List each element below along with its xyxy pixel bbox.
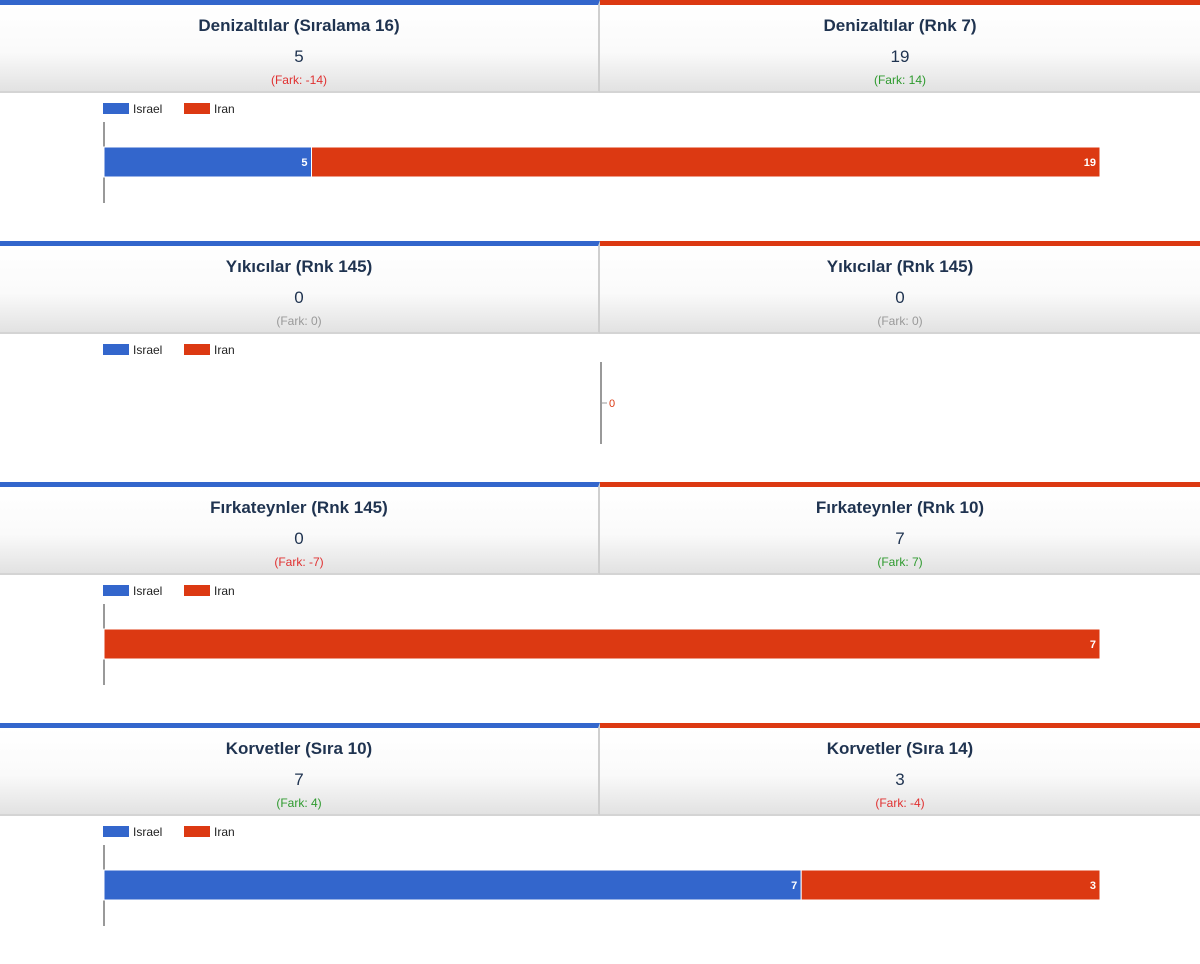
bar-iran (311, 146, 1101, 178)
legend-swatch-iran (184, 103, 210, 114)
legend-label-israel: Israel (133, 825, 162, 839)
stat-difference: (Fark: -4) (875, 796, 925, 810)
iran-stat-card: Yıkıcılar (Rnk 145) 0 (Fark: 0) (600, 241, 1200, 334)
bar-value-label-israel: 5 (301, 157, 307, 169)
israel-stat-card: Denizaltılar (Sıralama 16) 5 (Fark: -14) (0, 0, 600, 93)
stat-title: Denizaltılar (Rnk 7) (823, 16, 977, 35)
legend-swatch-israel (103, 103, 129, 114)
submarines-section: Denizaltılar (Sıralama 16) 5 (Fark: -14)… (0, 0, 1200, 241)
legend-swatch-israel (103, 344, 129, 355)
stat-value: 7 (895, 529, 905, 548)
bar-israel (103, 869, 802, 901)
legend-swatch-israel (103, 585, 129, 596)
stat-value: 5 (294, 47, 304, 66)
stat-value: 7 (294, 770, 304, 789)
submarines-bar-chart: Israel Iran 5 19 (103, 102, 1101, 203)
chart-legend: Israel Iran (103, 584, 235, 598)
stat-title: Fırkateynler (Rnk 145) (210, 498, 388, 517)
bar-iran (800, 869, 1101, 901)
israel-stat-card: Yıkıcılar (Rnk 145) 0 (Fark: 0) (0, 241, 600, 334)
legend-label-iran: Iran (214, 102, 235, 116)
stat-title: Yıkıcılar (Rnk 145) (225, 257, 373, 276)
stat-value: 0 (294, 288, 304, 307)
chart-legend: Israel Iran (103, 343, 235, 357)
stat-difference: (Fark: -14) (270, 73, 327, 87)
legend-label-iran: Iran (214, 343, 235, 357)
stat-title: Korvetler (Sıra 14) (826, 739, 974, 758)
legend-label-israel: Israel (133, 584, 162, 598)
chart-legend: Israel Iran (103, 825, 235, 839)
legend-label-israel: Israel (133, 343, 162, 357)
bar-value-label-iran: 3 (1090, 880, 1096, 892)
iran-stat-card: Korvetler (Sıra 14) 3 (Fark: -4) (600, 723, 1200, 816)
corvettes-bar-chart: Israel Iran 7 3 (103, 825, 1101, 926)
corvettes-section: Korvetler (Sıra 10) 7 (Fark: 4) Korvetle… (0, 723, 1200, 964)
israel-stat-card: Fırkateynler (Rnk 145) 0 (Fark: -7) (0, 482, 600, 575)
bar-value-label-israel: 7 (791, 880, 797, 892)
stat-value: 19 (890, 47, 910, 66)
frigates-section: Fırkateynler (Rnk 145) 0 (Fark: -7) Fırk… (0, 482, 1200, 723)
stat-title: Yıkıcılar (Rnk 145) (826, 257, 974, 276)
stat-difference: (Fark: 14) (873, 73, 926, 87)
legend-swatch-iran (184, 826, 210, 837)
legend-swatch-israel (103, 826, 129, 837)
frigates-bar-chart: IsraelIran07 (103, 584, 1101, 685)
bar-value-label: 0 (609, 398, 615, 410)
bar-value-label-iran: 19 (1084, 157, 1096, 169)
stat-value: 3 (895, 770, 905, 789)
legend-label-iran: Iran (214, 584, 235, 598)
destroyers-section: Yıkıcılar (Rnk 145) 0 (Fark: 0) Yıkıcıla… (0, 241, 1200, 482)
stat-value: 0 (895, 288, 905, 307)
legend-label-iran: Iran (214, 825, 235, 839)
iran-stat-card: Fırkateynler (Rnk 10) 7 (Fark: 7) (600, 482, 1200, 575)
stat-title: Fırkateynler (Rnk 10) (815, 498, 985, 517)
destroyers-bar-chart: Israel Iran 0 (103, 343, 615, 444)
stat-difference: (Fark: -7) (274, 555, 324, 569)
israel-stat-card: Korvetler (Sıra 10) 7 (Fark: 4) (0, 723, 600, 816)
stat-difference: (Fark: 0) (877, 314, 923, 328)
iran-stat-card: Denizaltılar (Rnk 7) 19 (Fark: 14) (600, 0, 1200, 93)
stat-difference: (Fark: 4) (276, 796, 322, 810)
stat-difference: (Fark: 7) (877, 555, 923, 569)
stat-value: 0 (294, 529, 304, 548)
stat-title: Denizaltılar (Sıralama 16) (198, 16, 400, 35)
bar-value-label-iran: 7 (1090, 639, 1096, 651)
stat-difference: (Fark: 0) (276, 314, 322, 328)
bar-iran (103, 628, 1101, 660)
legend-swatch-iran (184, 585, 210, 596)
chart-legend: Israel Iran (103, 102, 235, 116)
bar-israel (103, 146, 312, 178)
stat-title: Korvetler (Sıra 10) (225, 739, 373, 758)
legend-label-israel: Israel (133, 102, 162, 116)
legend-swatch-iran (184, 344, 210, 355)
